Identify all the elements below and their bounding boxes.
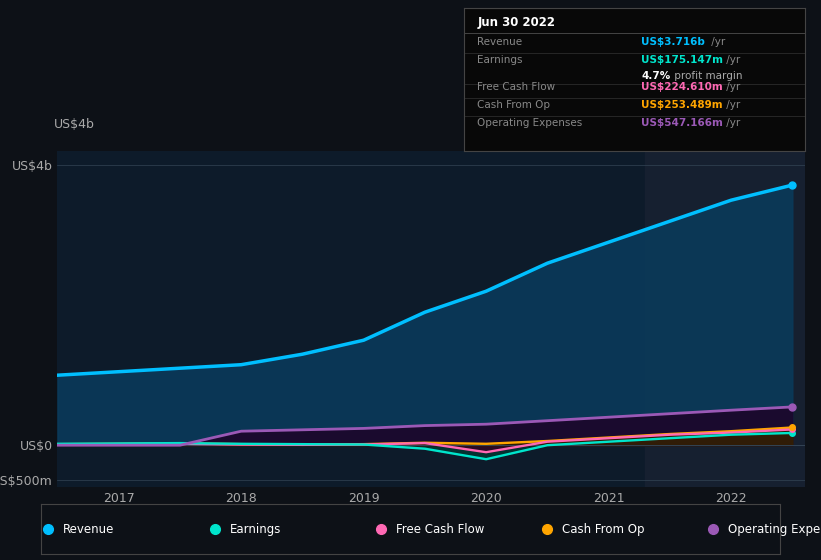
Text: Free Cash Flow: Free Cash Flow	[478, 82, 556, 92]
Text: US$175.147m: US$175.147m	[641, 55, 723, 66]
Text: US$253.489m: US$253.489m	[641, 100, 722, 110]
Text: Earnings: Earnings	[229, 522, 281, 536]
Text: Free Cash Flow: Free Cash Flow	[396, 522, 484, 536]
Text: Operating Expenses: Operating Expenses	[728, 522, 821, 536]
Text: profit margin: profit margin	[671, 71, 742, 81]
Text: /yr: /yr	[723, 118, 741, 128]
Text: /yr: /yr	[723, 100, 741, 110]
Text: Operating Expenses: Operating Expenses	[478, 118, 583, 128]
Text: US$3.716b: US$3.716b	[641, 38, 705, 48]
Text: US$4b: US$4b	[53, 118, 94, 131]
Text: Cash From Op: Cash From Op	[562, 522, 644, 536]
Text: US$224.610m: US$224.610m	[641, 82, 722, 92]
Text: /yr: /yr	[709, 38, 726, 48]
Text: Revenue: Revenue	[478, 38, 523, 48]
Bar	[645, 151, 805, 487]
Text: /yr: /yr	[723, 55, 741, 66]
Text: US$547.166m: US$547.166m	[641, 118, 723, 128]
Text: Cash From Op: Cash From Op	[478, 100, 551, 110]
Text: Revenue: Revenue	[63, 522, 115, 536]
Text: /yr: /yr	[723, 82, 741, 92]
Text: Jun 30 2022: Jun 30 2022	[478, 16, 556, 29]
Text: 4.7%: 4.7%	[641, 71, 670, 81]
Text: Earnings: Earnings	[478, 55, 523, 66]
